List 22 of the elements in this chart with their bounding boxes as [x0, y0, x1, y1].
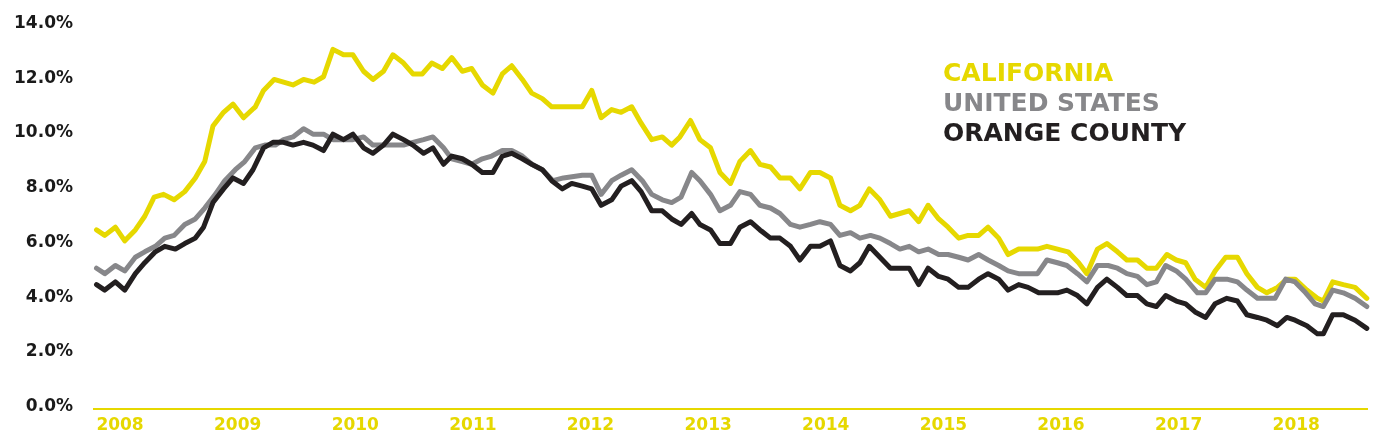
y-tick-label: 8.0%: [25, 176, 73, 197]
x-tick-label: 2016: [1037, 414, 1085, 434]
x-tick-label: 2012: [566, 414, 615, 434]
x-tick-label: 2013: [684, 414, 732, 434]
x-tick-label: 2014: [802, 414, 850, 434]
y-tick-label: 14.0%: [14, 12, 73, 32]
x-tick-label: 2010: [331, 414, 380, 434]
x-tick-label: 2011: [449, 414, 497, 434]
x-tick-label: 2017: [1154, 414, 1203, 434]
y-tick-label: 12.0%: [14, 66, 73, 87]
x-tick-label: 2008: [96, 414, 144, 434]
text: ORANGE COUNTY: [943, 117, 1187, 147]
x-tick-label: 2018: [1272, 414, 1320, 434]
y-tick-label: 2.0%: [25, 340, 73, 361]
text: CALIFORNIA: [943, 57, 1114, 87]
y-tick-label: 6.0%: [25, 230, 73, 251]
x-tick-label: 2009: [214, 414, 262, 434]
y-tick-label: 10.0%: [14, 121, 73, 142]
y-tick-label: 4.0%: [25, 285, 73, 306]
text: UNITED STATES: [943, 87, 1160, 117]
x-tick-label: 2015: [919, 414, 968, 434]
y-tick-label: 0.0%: [25, 395, 73, 415]
